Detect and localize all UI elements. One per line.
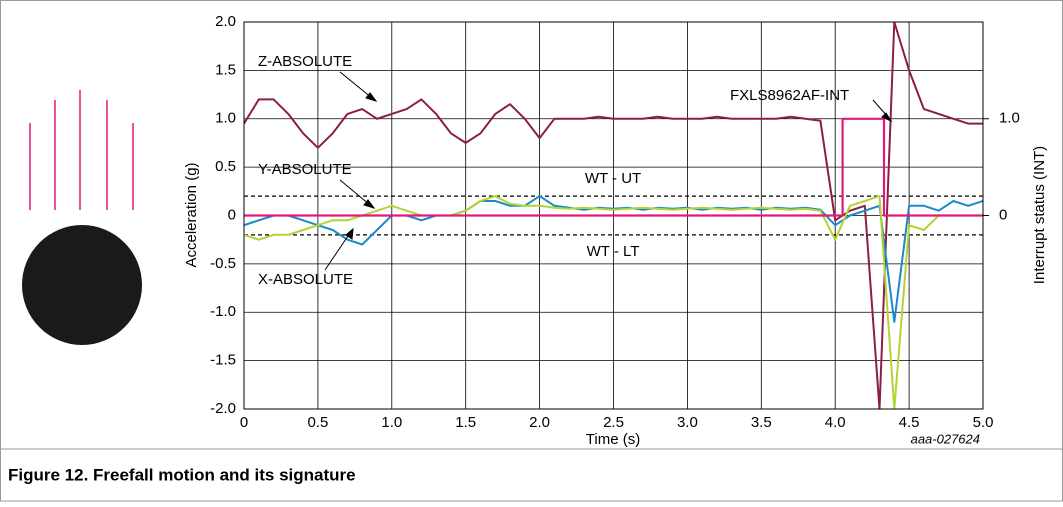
x-axis-label: Time (s) <box>586 431 640 448</box>
x-tick-label: 2.5 <box>603 414 624 431</box>
series-label: Z-ABSOLUTE <box>258 53 352 70</box>
x-tick-label: 1.0 <box>381 414 402 431</box>
plot-lines <box>244 22 983 409</box>
y-tick-label: 1.0 <box>215 110 236 127</box>
y-tick-label: -2.0 <box>210 400 236 417</box>
y2-tick-label: 1.0 <box>999 110 1020 127</box>
y2-axis-label: Interrupt status (INT) <box>1031 146 1048 284</box>
y-tick-label: 0 <box>228 206 236 223</box>
figure-id: aaa-027624 <box>911 431 980 446</box>
series-label: X-ABSOLUTE <box>258 271 353 288</box>
freefall-icon <box>29 90 134 210</box>
series-label: FXLS8962AF-INT <box>730 87 849 104</box>
series-line <box>244 117 983 217</box>
x-tick-label: 0.5 <box>307 414 328 431</box>
x-tick-label: 4.5 <box>899 414 920 431</box>
annotation-arrows <box>324 71 893 271</box>
series-label: Y-ABSOLUTE <box>258 161 352 178</box>
x-tick-label: 3.0 <box>677 414 698 431</box>
y-tick-label: 2.0 <box>215 13 236 30</box>
y-axis-label: Acceleration (g) <box>183 162 200 267</box>
caption: Figure 12. Freefall motion and its signa… <box>8 465 356 484</box>
x-tick-label: 3.5 <box>751 414 772 431</box>
y-tick-label: 0.5 <box>215 158 236 175</box>
falling-ball <box>22 225 142 345</box>
y-tick-label: -1.5 <box>210 352 236 369</box>
series-line <box>244 195 983 409</box>
x-tick-label: 2.0 <box>529 414 550 431</box>
caption-box <box>0 448 1063 502</box>
threshold-label: WT - LT <box>587 243 640 260</box>
y2-tick-label: 0 <box>999 206 1007 223</box>
threshold-label: WT - UT <box>585 170 641 187</box>
series-line <box>244 22 983 409</box>
x-tick-label: 5.0 <box>973 414 994 431</box>
x-tick-label: 4.0 <box>825 414 846 431</box>
x-tick-label: 1.5 <box>455 414 476 431</box>
y-tick-label: 1.5 <box>215 61 236 78</box>
x-tick-label: 0 <box>240 414 248 431</box>
y-tick-label: -1.0 <box>210 303 236 320</box>
y-tick-label: -0.5 <box>210 255 236 272</box>
